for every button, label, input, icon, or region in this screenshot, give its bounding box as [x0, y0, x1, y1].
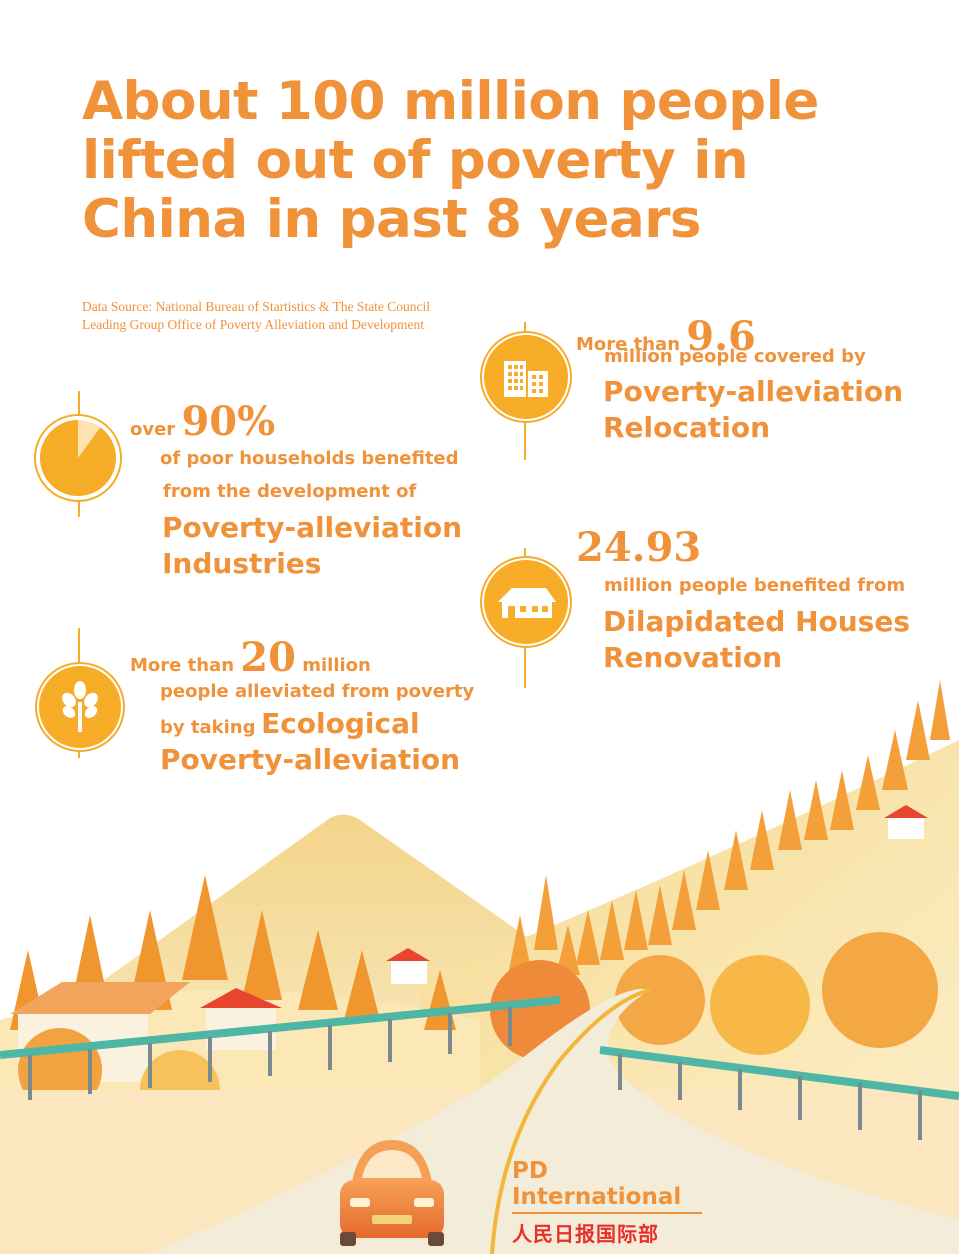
- houses-heading1: Dilapidated Houses: [603, 605, 911, 638]
- page-title: About 100 million people lifted out of p…: [82, 71, 819, 250]
- ecological-intro: More than 20 million: [130, 634, 371, 681]
- left-guard-rail: [0, 996, 561, 1100]
- relocation-intro: More than 9.6: [576, 313, 756, 360]
- relocation-heading1: Poverty-alleviation: [603, 375, 904, 408]
- relocation-prefix: More than: [576, 334, 681, 355]
- data-source: Data Source: National Bureau of Startist…: [82, 298, 512, 334]
- ecological-line2-heading: Ecological: [261, 707, 420, 740]
- ecological-line2-prefix: by taking: [160, 717, 256, 738]
- pie-icon: [33, 413, 123, 503]
- brand-block: PD International 人民日报国际部: [512, 1158, 702, 1247]
- ecological-number: 20: [240, 634, 296, 681]
- car: [340, 1140, 444, 1246]
- ecological-line1: people alleviated from poverty: [160, 681, 475, 702]
- brand-chinese: 人民日报国际部: [512, 1222, 659, 1246]
- right-forest: [508, 680, 950, 975]
- house-icon: [482, 558, 570, 646]
- house-small-mid: [386, 948, 430, 984]
- houses-heading2: Renovation: [603, 641, 783, 674]
- industries-heading1: Poverty-alleviation: [162, 511, 463, 544]
- house-small-hill: [884, 805, 928, 839]
- ecological-suffix: million: [302, 655, 371, 676]
- data-source-line2: Leading Group Office of Poverty Alleviat…: [82, 317, 425, 332]
- ecological-prefix: More than: [130, 655, 235, 676]
- industries-number: 90%: [181, 398, 276, 445]
- relocation-line1: million people covered by: [604, 346, 866, 367]
- right-guard-rail: [599, 1046, 959, 1140]
- industries-line1: of poor households benefited: [160, 448, 459, 469]
- industries-heading2: Industries: [162, 547, 322, 580]
- brand-name: PD International: [512, 1158, 682, 1210]
- buildings-icon: [482, 333, 570, 421]
- ecological-heading2: Poverty-alleviation: [160, 743, 461, 776]
- road-center-line: [490, 988, 651, 1254]
- brand-divider: [512, 1212, 702, 1214]
- industries-prefix: over: [130, 419, 176, 440]
- industries-line2: from the development of: [163, 481, 417, 502]
- houses-line1: million people benefited from: [604, 575, 906, 596]
- tree-icon: [37, 664, 123, 750]
- relocation-number: 9.6: [686, 313, 756, 360]
- relocation-heading2: Relocation: [603, 411, 771, 444]
- ecological-line2: by taking Ecological: [160, 706, 420, 742]
- industries-intro: over 90%: [130, 398, 275, 445]
- houses-number: 24.93: [576, 524, 702, 571]
- landscape-illustration: [0, 680, 959, 1254]
- data-source-line1: Data Source: National Bureau of Startist…: [82, 299, 431, 314]
